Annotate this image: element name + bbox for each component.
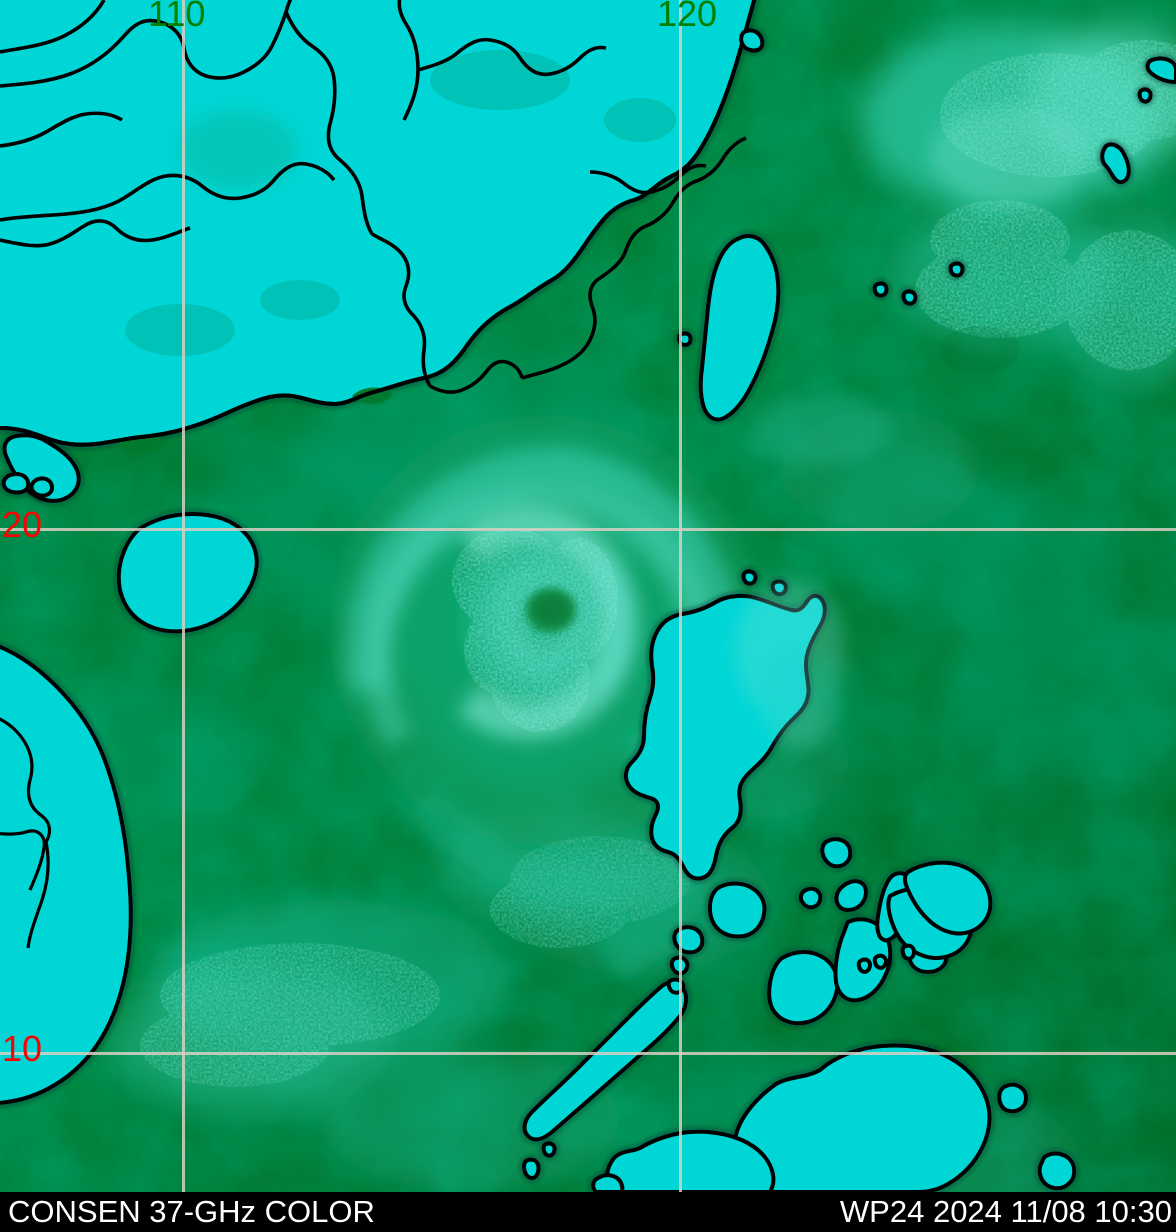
landmass-calamian-2 [669,955,690,976]
landmass-batanes-1 [741,569,758,586]
landmass-ryukyu-islet-1 [1137,87,1153,104]
landmass-calamian [672,925,705,955]
landmass-tonkin-islets-2 [29,476,54,498]
landmass-tonkin-islets [1,472,31,495]
landmass-sulu-islet [591,1173,625,1192]
landmass-okinawa [1100,142,1131,185]
landmass-mindanao-islet-1 [997,1082,1028,1114]
landmass-ryukyu-north [1145,56,1176,84]
coastline-south-china [0,0,757,447]
landmass-samar [903,860,993,936]
landmass-mindanao [732,1043,992,1192]
vietnam-province-borders [0,717,52,949]
landmass-masbate [834,879,868,912]
landmass-palawan-islet-2 [522,1157,541,1180]
landmass-islet-east-taiwan-2 [901,289,918,306]
satellite-map-svg [0,0,1176,1192]
landmass-taiwan [698,234,781,422]
landmass-ryukyu-islet-3 [739,28,765,53]
landmass-palawan-islet-1 [541,1141,557,1158]
footer-bar: CONSEN 37-GHz COLOR WP24 2024 11/08 10:3… [0,1192,1176,1232]
landmass-islet-east-taiwan-1 [872,281,889,298]
landmass-catanduanes [820,837,853,869]
landmass-penghu [676,331,693,347]
cloud-over-land [178,105,1090,750]
landmass-hainan [116,512,259,634]
province-boundaries-china [0,0,747,394]
landmass-calamian-3 [666,977,686,995]
landmass-visayas-islet-3 [856,957,873,974]
cyclone-eye [526,588,576,632]
landmass-mindanao-west [605,1129,776,1192]
cyclone-core-speckle [452,528,618,732]
landmass-mindanao-islet-2 [1037,1151,1077,1191]
landmass-visayas-islet-1 [900,943,917,961]
land-shadow-mottle [125,50,1020,374]
storm-timestamp-label: WP24 2024 11/08 10:30 [839,1194,1172,1229]
landmass-ryukyu-islet-2 [948,261,965,278]
product-label: CONSEN 37-GHz COLOR [8,1194,375,1229]
cyclone-outer-band [344,447,742,748]
landmass-palawan [522,980,689,1142]
landmass-layer [0,0,1176,1192]
convective-speckle-sw [140,836,690,1087]
landmass-panay [767,950,840,1026]
landmass-mindoro [707,881,767,939]
landmass-visayas-islet-2 [872,953,889,970]
landmass-luzon-islet-se [798,886,823,910]
satellite-map-canvas[interactable]: 110 120 20 10 [0,0,1176,1192]
